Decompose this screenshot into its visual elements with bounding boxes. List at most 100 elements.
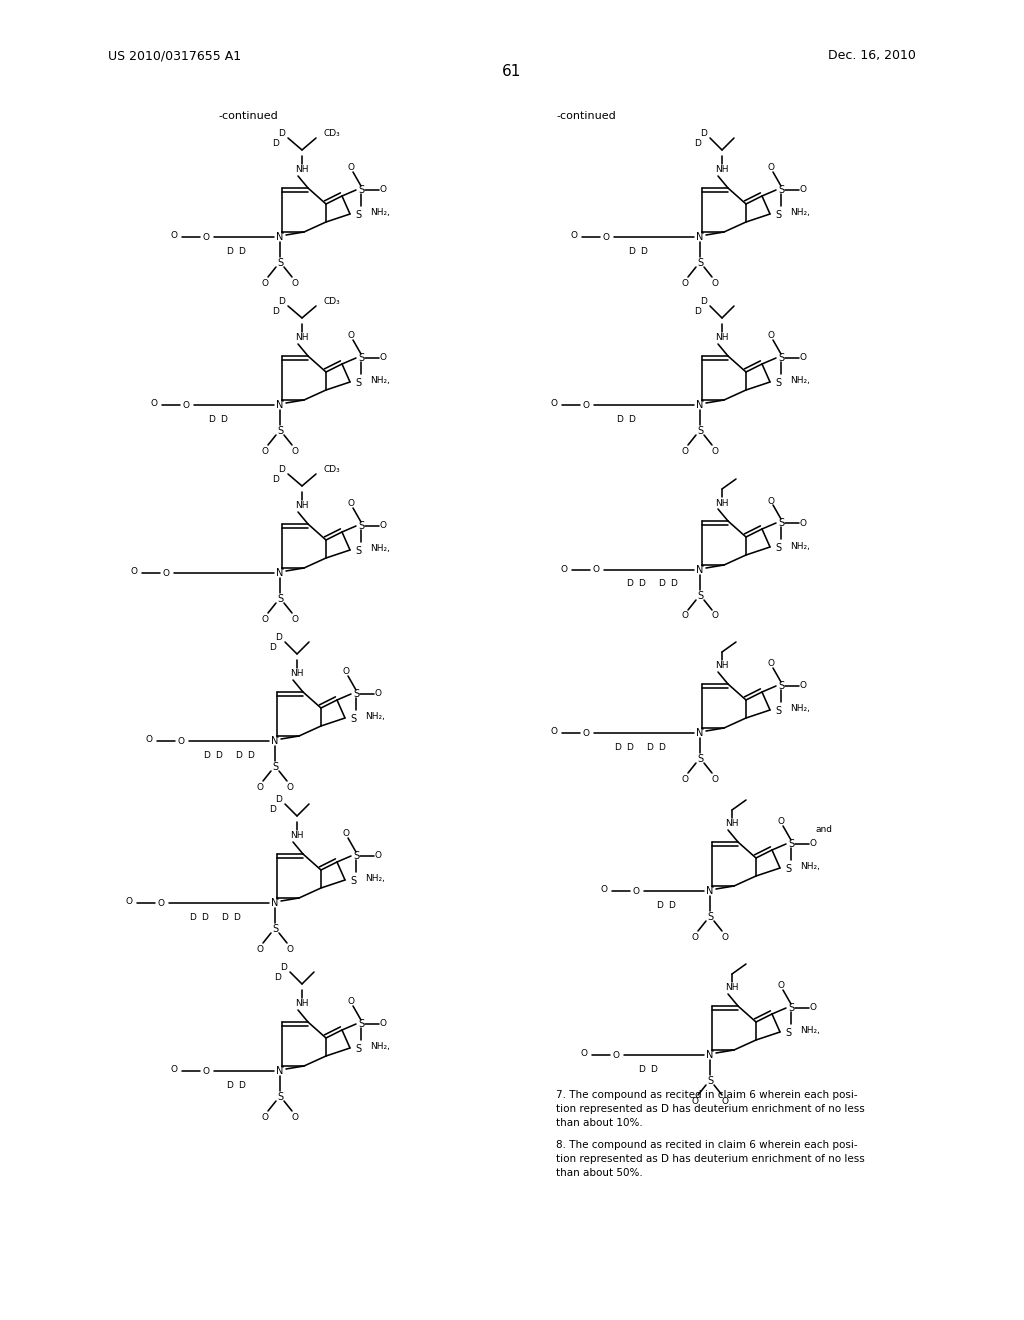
Text: O: O — [691, 932, 698, 941]
Text: S: S — [272, 762, 279, 772]
Text: D: D — [272, 308, 280, 317]
Text: D: D — [226, 1081, 233, 1089]
Text: D: D — [700, 297, 708, 306]
Text: O: O — [551, 400, 557, 408]
Text: O: O — [182, 400, 189, 409]
Text: NH: NH — [290, 669, 304, 678]
Text: 7. The compound as recited in claim 6 wherein each posi-: 7. The compound as recited in claim 6 wh… — [556, 1090, 858, 1100]
Text: O: O — [380, 354, 386, 363]
Text: S: S — [775, 210, 781, 220]
Text: O: O — [126, 898, 132, 907]
Text: O: O — [551, 727, 557, 737]
Text: N: N — [696, 400, 703, 411]
Text: O: O — [177, 737, 184, 746]
Text: N: N — [276, 400, 284, 411]
Text: tion represented as D has deuterium enrichment of no less: tion represented as D has deuterium enri… — [556, 1154, 864, 1164]
Text: O: O — [342, 668, 349, 676]
Text: O: O — [380, 521, 386, 531]
Text: S: S — [276, 426, 283, 436]
Text: O: O — [287, 945, 294, 953]
Text: D: D — [275, 634, 283, 643]
Text: S: S — [350, 876, 356, 886]
Text: CD₃: CD₃ — [324, 466, 341, 474]
Text: S: S — [778, 681, 784, 690]
Text: D: D — [239, 1081, 246, 1089]
Text: NH: NH — [295, 999, 309, 1008]
Text: O: O — [261, 615, 268, 623]
Text: NH: NH — [725, 983, 738, 993]
Text: O: O — [292, 1113, 299, 1122]
Text: S: S — [787, 840, 794, 849]
Text: D: D — [279, 129, 286, 139]
Text: 8. The compound as recited in claim 6 wherein each posi-: 8. The compound as recited in claim 6 wh… — [556, 1140, 858, 1150]
Text: O: O — [256, 945, 263, 953]
Text: NH₂,: NH₂, — [800, 862, 820, 871]
Text: NH₂,: NH₂, — [790, 705, 810, 714]
Text: D: D — [650, 1064, 657, 1073]
Text: NH₂,: NH₂, — [790, 541, 810, 550]
Text: NH₂,: NH₂, — [800, 1027, 820, 1035]
Text: O: O — [682, 775, 688, 784]
Text: D: D — [275, 796, 283, 804]
Text: O: O — [203, 232, 210, 242]
Text: D: D — [233, 912, 241, 921]
Text: O: O — [158, 899, 165, 908]
Text: S: S — [707, 912, 713, 921]
Text: O: O — [261, 279, 268, 288]
Text: O: O — [261, 446, 268, 455]
Text: O: O — [375, 851, 382, 861]
Text: N: N — [276, 568, 284, 578]
Text: D: D — [279, 466, 286, 474]
Text: NH₂,: NH₂, — [370, 376, 390, 385]
Text: D: D — [629, 247, 636, 256]
Text: NH₂,: NH₂, — [365, 874, 385, 883]
Text: O: O — [347, 331, 354, 341]
Text: O: O — [347, 499, 354, 508]
Text: D: D — [269, 644, 276, 652]
Text: O: O — [682, 611, 688, 620]
Text: D: D — [671, 579, 678, 589]
Text: D: D — [627, 742, 634, 751]
Text: O: O — [600, 886, 607, 895]
Text: S: S — [775, 706, 781, 715]
Text: O: O — [570, 231, 578, 240]
Text: S: S — [353, 851, 359, 861]
Text: D: D — [248, 751, 254, 759]
Text: D: D — [272, 140, 280, 149]
Text: S: S — [358, 1019, 365, 1030]
Text: S: S — [707, 1076, 713, 1086]
Text: D: D — [220, 414, 227, 424]
Text: NH₂,: NH₂, — [790, 376, 810, 385]
Text: NH: NH — [715, 165, 729, 174]
Text: S: S — [787, 1003, 794, 1012]
Text: O: O — [691, 1097, 698, 1106]
Text: D: D — [279, 297, 286, 306]
Text: O: O — [612, 1051, 620, 1060]
Text: NH₂,: NH₂, — [370, 209, 390, 218]
Text: O: O — [130, 568, 137, 577]
Text: O: O — [800, 681, 807, 690]
Text: S: S — [276, 594, 283, 605]
Text: than about 10%.: than about 10%. — [556, 1118, 643, 1129]
Text: S: S — [697, 257, 703, 268]
Text: O: O — [292, 446, 299, 455]
Text: NH: NH — [290, 832, 304, 841]
Text: O: O — [722, 932, 728, 941]
Text: S: S — [350, 714, 356, 723]
Text: O: O — [163, 569, 170, 578]
Text: and: and — [815, 825, 831, 834]
Text: N: N — [276, 232, 284, 242]
Text: D: D — [658, 579, 666, 589]
Text: D: D — [274, 974, 282, 982]
Text: S: S — [775, 378, 781, 388]
Text: O: O — [712, 775, 719, 784]
Text: O: O — [768, 660, 774, 668]
Text: CD₃: CD₃ — [324, 297, 341, 306]
Text: NH: NH — [295, 334, 309, 342]
Text: O: O — [347, 998, 354, 1006]
Text: D: D — [239, 247, 246, 256]
Text: NH: NH — [295, 502, 309, 511]
Text: D: D — [700, 129, 708, 139]
Text: S: S — [358, 185, 365, 195]
Text: S: S — [697, 426, 703, 436]
